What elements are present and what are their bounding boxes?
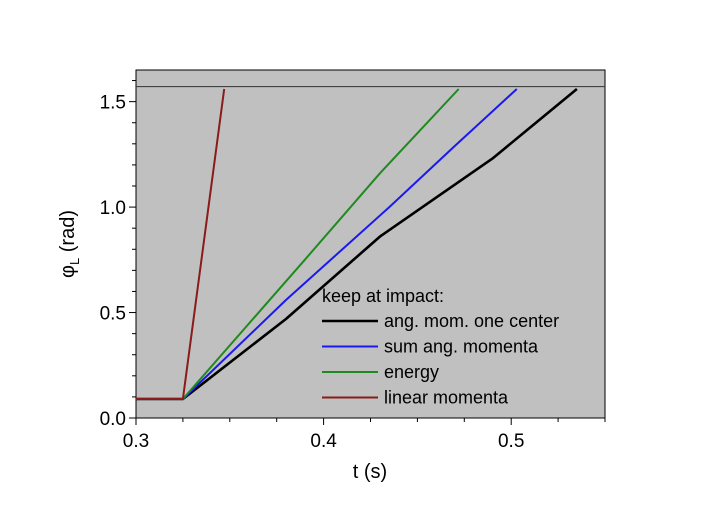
y-axis-subscript: L	[67, 258, 82, 265]
x-axis-title: t (s)	[353, 461, 387, 483]
y-axis-title: φL (rad)	[57, 210, 82, 278]
y-tick-label: 0.5	[100, 304, 126, 325]
x-tick-label: 0.5	[498, 431, 524, 452]
y-axis-unit: (rad)	[57, 210, 79, 258]
legend-label-4: linear momenta	[384, 388, 509, 408]
x-tick-label: 0.4	[310, 431, 337, 452]
series-lines	[136, 87, 578, 401]
series-line-4	[136, 88, 226, 400]
legend: keep at impact: ang. mom. one center sum …	[322, 286, 559, 408]
x-tick-label: 0.3	[123, 431, 149, 452]
x-axis: 0.3 0.4 0.5	[123, 418, 606, 452]
y-axis-symbol: φ	[57, 265, 79, 278]
y-tick-label: 1.0	[100, 198, 126, 219]
legend-title: keep at impact:	[322, 286, 444, 306]
y-axis: 0.0 0.5 1.0 1.5	[100, 80, 136, 430]
y-tick-label: 1.5	[100, 93, 126, 114]
legend-label-2: sum ang. momenta	[384, 337, 539, 357]
y-tick-label: 0.0	[100, 409, 126, 430]
legend-label-1: ang. mom. one center	[384, 311, 559, 331]
legend-label-3: energy	[384, 362, 439, 382]
